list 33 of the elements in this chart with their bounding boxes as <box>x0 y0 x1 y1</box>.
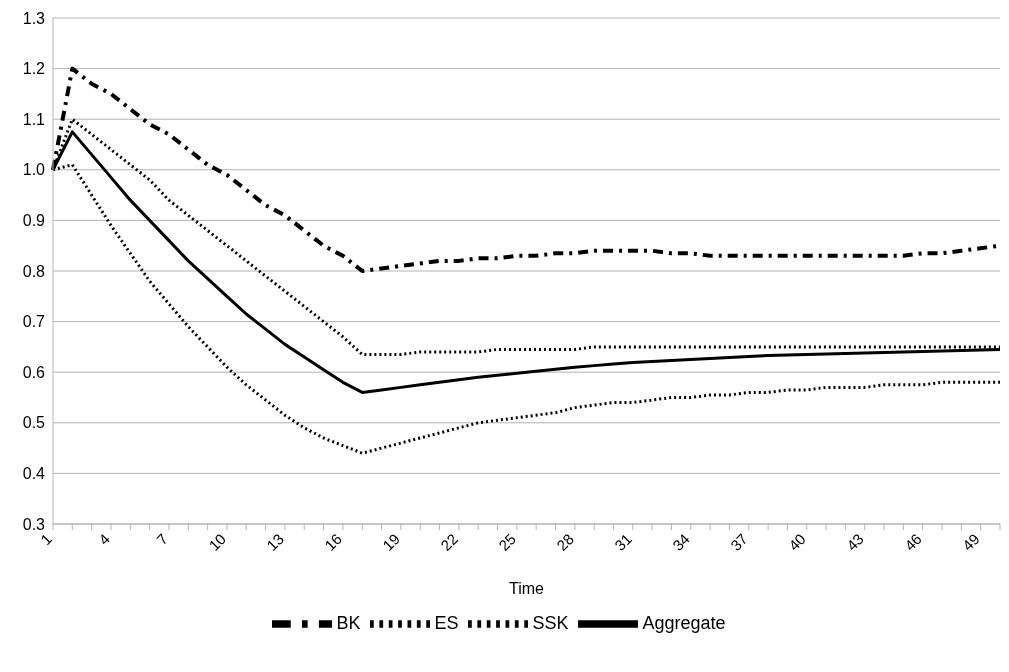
y-tick-label: 1.1 <box>22 110 46 128</box>
x-tick-label: 49 <box>958 530 983 554</box>
x-tick-label: 13 <box>263 530 288 554</box>
y-tick-label: 1.0 <box>22 161 46 179</box>
x-axis-title: Time <box>509 580 545 597</box>
x-tick-label: 19 <box>379 530 403 554</box>
x-tick-label: 22 <box>437 530 461 554</box>
x-tick-label: 43 <box>843 530 867 554</box>
y-tick-label: 0.9 <box>22 212 46 230</box>
y-tick-label: 0.6 <box>22 363 46 381</box>
x-tick-label: 7 <box>153 530 172 549</box>
x-tick-label: 31 <box>611 530 635 554</box>
x-tick-label: 10 <box>205 530 230 554</box>
x-tick-label: 16 <box>321 530 346 554</box>
y-tick-label: 0.4 <box>22 465 46 483</box>
y-tick-label: 0.8 <box>22 262 46 280</box>
y-tick-label: 1.2 <box>22 60 46 78</box>
legend-label: SSK <box>532 612 569 633</box>
x-tick-label: 4 <box>95 530 114 549</box>
x-tick-label: 1 <box>37 530 56 549</box>
legend-label: Aggregate <box>642 612 726 633</box>
y-tick-label: 0.3 <box>22 515 46 533</box>
legend-label: ES <box>434 612 459 633</box>
x-tick-label: 37 <box>727 530 751 554</box>
y-tick-label: 0.7 <box>22 313 46 331</box>
x-tick-label: 28 <box>553 530 577 554</box>
y-tick-label: 0.5 <box>22 414 46 432</box>
x-tick-label: 46 <box>900 530 925 554</box>
legend-label: BK <box>336 612 361 633</box>
x-tick-label: 34 <box>669 530 693 554</box>
x-tick-label: 25 <box>495 530 519 554</box>
y-tick-label: 1.3 <box>22 9 46 27</box>
x-tick-label: 40 <box>785 530 809 554</box>
